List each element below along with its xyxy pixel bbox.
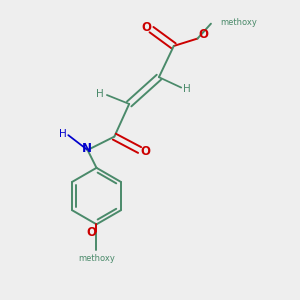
Text: O: O [140,145,150,158]
Text: methoxy: methoxy [78,254,115,263]
Text: N: N [82,142,92,155]
Text: methoxy: methoxy [220,18,257,27]
Text: H: H [183,84,190,94]
Text: H: H [59,129,67,139]
Text: O: O [141,21,151,34]
Text: O: O [198,28,208,41]
Text: O: O [86,226,96,239]
Text: H: H [97,88,104,98]
